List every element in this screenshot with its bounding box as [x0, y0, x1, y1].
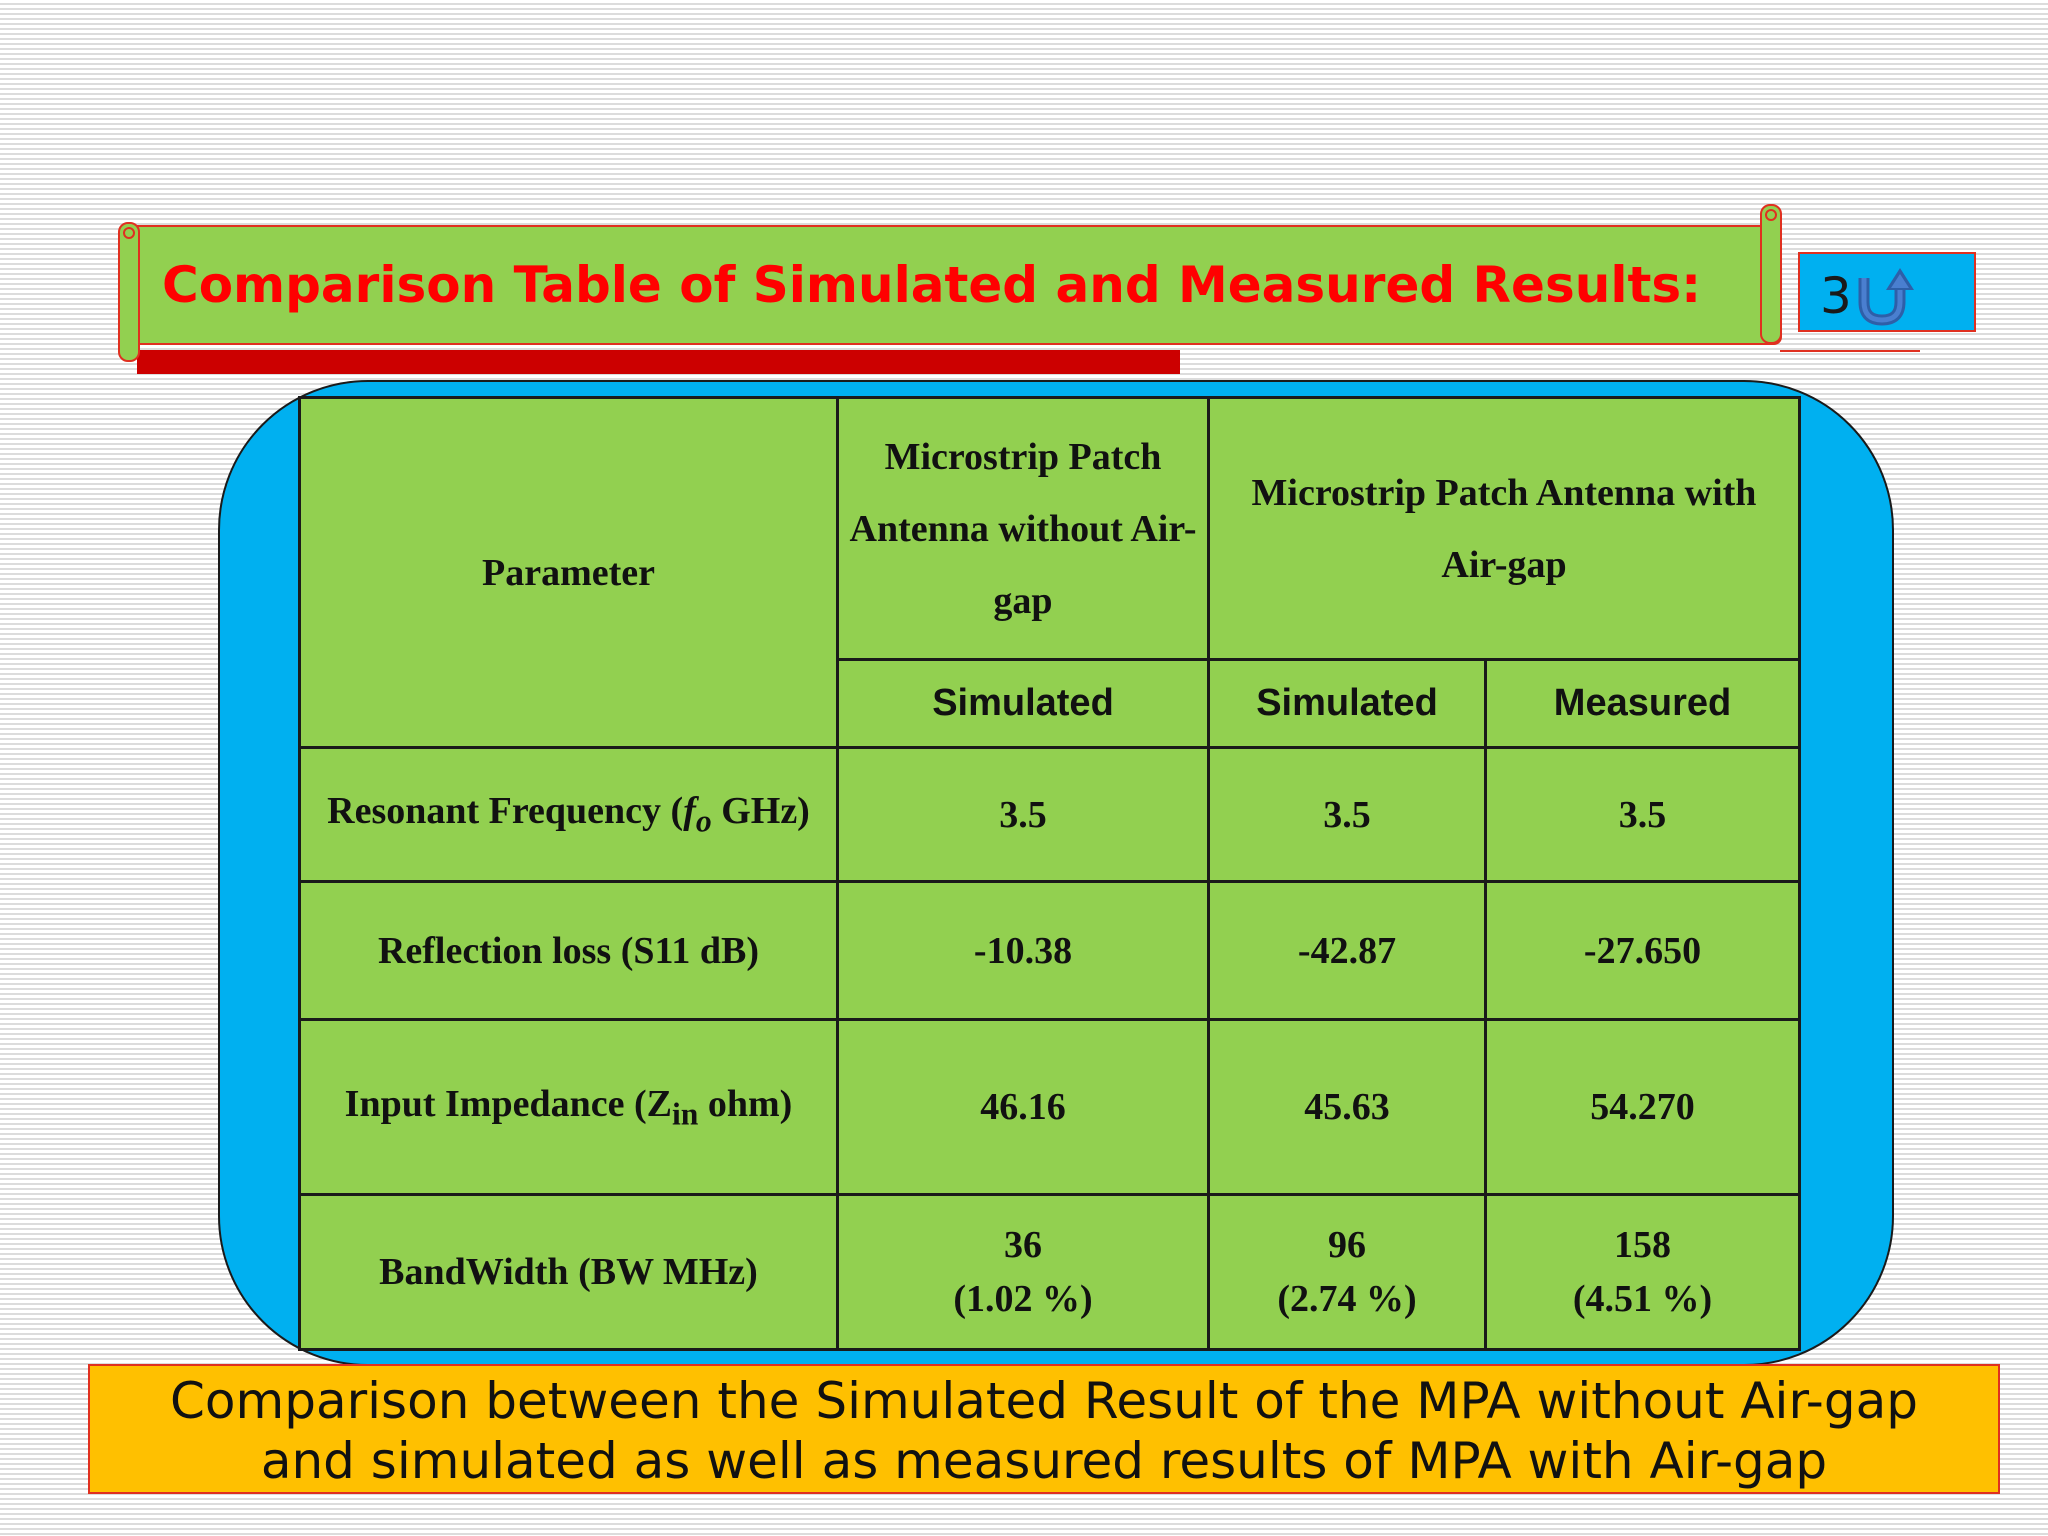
- value-cell: -27.650: [1483, 880, 1802, 1021]
- table-row: Resonant Frequency (fo GHz) 3.5 3.5 3.5: [298, 746, 1802, 883]
- title-banner-shadow: [137, 350, 1180, 374]
- header-with-airgap: Microstrip Patch Antenna with Air-gap: [1206, 396, 1802, 661]
- subheader-with-simulated: Simulated: [1207, 658, 1487, 749]
- caption-line-1: Comparison between the Simulated Result …: [170, 1372, 1918, 1430]
- table-row: BandWidth (BW MHz) 36 (1.02 %) 96 (2.74 …: [298, 1193, 1802, 1351]
- bandwidth-percent: (1.02 %): [953, 1278, 1093, 1320]
- return-arrow-icon[interactable]: [1850, 262, 1920, 328]
- scroll-curl-right: [1760, 204, 1782, 344]
- slide-nav-box[interactable]: 3: [1798, 252, 1976, 332]
- value-cell: 36 (1.02 %): [836, 1193, 1210, 1351]
- value-cell: 3.5: [1483, 746, 1802, 883]
- value-cell: 96 (2.74 %): [1207, 1193, 1487, 1351]
- slide-number: 3: [1820, 267, 1852, 325]
- param-bandwidth: BandWidth (BW MHz): [298, 1193, 839, 1351]
- value-cell: 46.16: [836, 1018, 1210, 1196]
- value-cell: 54.270: [1483, 1018, 1802, 1196]
- value-cell: -42.87: [1207, 880, 1487, 1021]
- param-reflection-loss: Reflection loss (S11 dB): [298, 880, 839, 1021]
- subheader-with-measured: Measured: [1483, 658, 1802, 749]
- param-resonant-frequency: Resonant Frequency (fo GHz): [298, 746, 839, 883]
- nav-underline: [1780, 350, 1920, 352]
- value-cell: 45.63: [1207, 1018, 1487, 1196]
- bandwidth-value: 96: [1328, 1224, 1366, 1266]
- value-cell: 3.5: [836, 746, 1210, 883]
- bandwidth-percent: (4.51 %): [1572, 1278, 1713, 1320]
- value-cell: 158 (4.51 %): [1483, 1193, 1802, 1351]
- caption-line-2: and simulated as well as measured result…: [260, 1432, 1828, 1490]
- table-row: Input Impedance (Zin ohm) 46.16 45.63 54…: [298, 1018, 1802, 1196]
- param-input-impedance: Input Impedance (Zin ohm): [298, 1018, 839, 1196]
- table-row: Reflection loss (S11 dB) -10.38 -42.87 -…: [298, 880, 1802, 1021]
- header-without-airgap: Microstrip Patch Antenna without Air-gap: [836, 396, 1210, 661]
- bandwidth-value: 158: [1614, 1224, 1671, 1266]
- bandwidth-value: 36: [1004, 1224, 1042, 1266]
- slide-title: Comparison Table of Simulated and Measur…: [162, 256, 1702, 314]
- value-cell: 3.5: [1207, 746, 1487, 883]
- bandwidth-percent: (2.74 %): [1277, 1278, 1417, 1320]
- caption-box: Comparison between the Simulated Result …: [88, 1364, 2000, 1494]
- scroll-curl-left: [118, 222, 140, 362]
- value-cell: -10.38: [836, 880, 1210, 1021]
- header-parameter: Parameter: [298, 396, 839, 749]
- subheader-without-simulated: Simulated: [836, 658, 1210, 749]
- title-banner: [122, 225, 1782, 345]
- results-table: Parameter Microstrip Patch Antenna witho…: [298, 396, 1802, 1351]
